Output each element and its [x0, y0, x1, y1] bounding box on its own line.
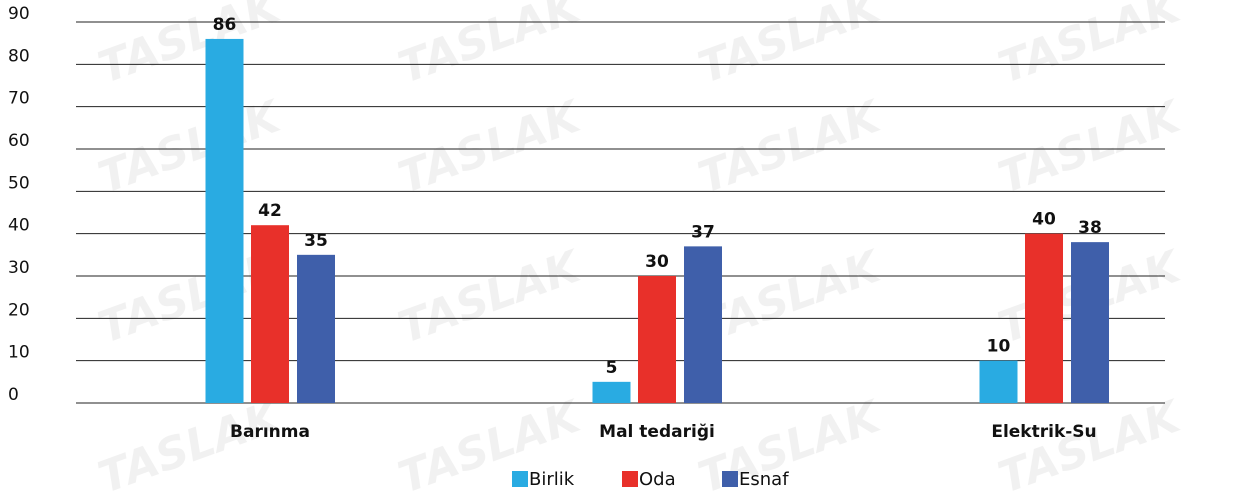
value-label: 37 [691, 222, 715, 242]
watermark: TASLAK [392, 90, 589, 203]
watermark: TASLAK [392, 240, 589, 353]
y-tick-label: 70 [8, 89, 30, 109]
bar [205, 38, 244, 403]
bar [1071, 242, 1109, 403]
legend-label: Oda [639, 469, 676, 490]
y-tick-label: 30 [8, 258, 30, 278]
watermark: TASLAK [392, 0, 589, 94]
value-label: 10 [987, 337, 1011, 357]
legend-swatch [512, 471, 528, 487]
value-label: 42 [258, 201, 282, 221]
bar [592, 381, 631, 403]
watermark: TASLAK [692, 390, 889, 494]
watermark: TASLAK [92, 0, 289, 94]
y-tick-label: 90 [8, 4, 30, 24]
x-tick-label: Elektrik-Su [991, 422, 1096, 442]
x-tick-label: Mal tedariği [599, 422, 715, 442]
value-label: 30 [645, 252, 669, 272]
bar [297, 254, 335, 403]
watermark: TASLAK [992, 390, 1189, 494]
bar [1025, 233, 1063, 403]
bar [638, 276, 676, 403]
bar [251, 225, 289, 403]
value-label: 38 [1078, 218, 1102, 238]
y-tick-label: 20 [8, 300, 30, 320]
y-tick-label: 80 [8, 46, 30, 66]
value-label: 86 [213, 15, 237, 35]
watermark: TASLAK [692, 0, 889, 94]
watermark: TASLAK [92, 90, 289, 203]
value-label: 40 [1032, 210, 1056, 230]
legend-label: Esnaf [739, 469, 789, 490]
y-tick-label: 40 [8, 216, 30, 236]
watermark: TASLAK [992, 0, 1189, 94]
watermark: TASLAK [992, 90, 1189, 203]
watermark: TASLAK [692, 90, 889, 203]
y-tick-label: 60 [8, 131, 30, 151]
y-tick-label: 0 [8, 385, 19, 405]
value-label: 35 [304, 231, 328, 251]
x-tick-label: Barınma [230, 422, 310, 442]
y-tick-label: 50 [8, 173, 30, 193]
legend-swatch [722, 471, 738, 487]
value-label: 5 [606, 358, 618, 378]
watermark: TASLAK [92, 390, 289, 494]
y-tick-label: 10 [8, 343, 30, 363]
legend-label: Birlik [529, 469, 575, 490]
bar [979, 360, 1018, 403]
legend-swatch [622, 471, 638, 487]
bar [684, 246, 722, 403]
